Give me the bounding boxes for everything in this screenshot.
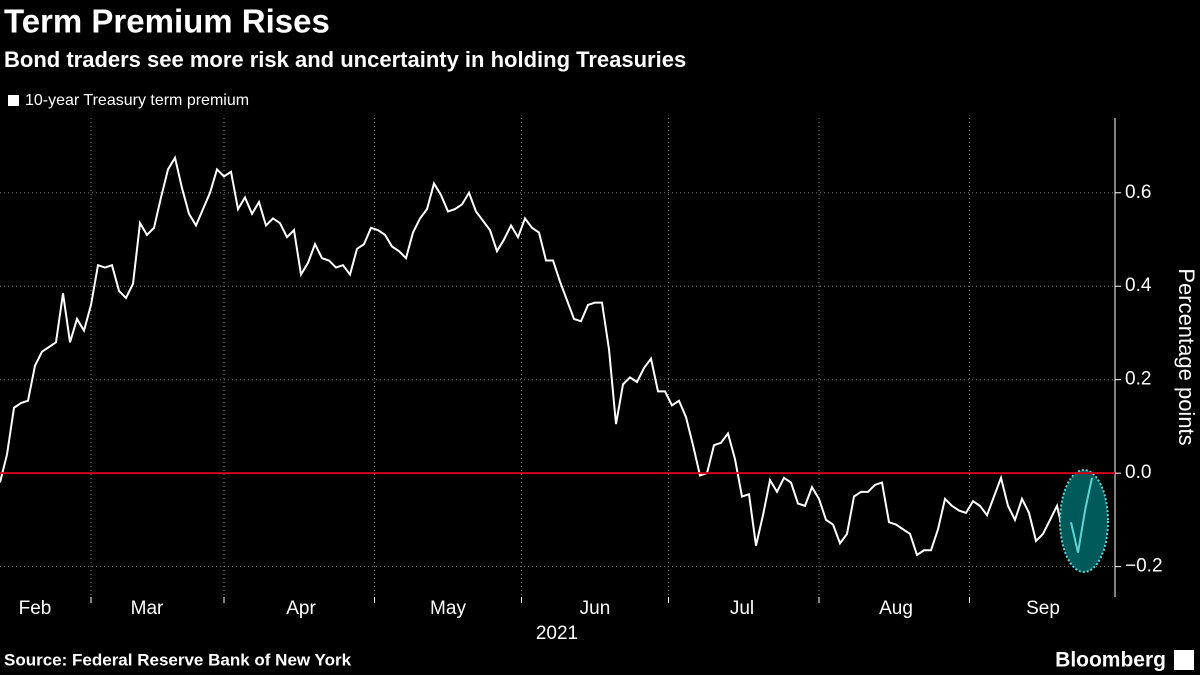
highlight-line [1070, 477, 1093, 553]
y-tick-label: −0.2 [1125, 556, 1163, 577]
chart-title: Term Premium Rises [4, 3, 330, 40]
x-tick-label: Jul [730, 598, 754, 619]
y-axis-label: Percentage points [1174, 268, 1199, 445]
brand-icon [1174, 650, 1194, 670]
x-axis-label: 2021 [536, 623, 578, 644]
x-tick-label: Feb [19, 598, 52, 619]
source: Source: Federal Reserve Bank of New York [4, 650, 352, 669]
y-tick-label: 0.0 [1125, 462, 1151, 483]
brand: Bloomberg [1055, 649, 1166, 672]
legend-label: 10-year Treasury term premium [25, 92, 249, 109]
x-tick-label: Mar [131, 598, 164, 619]
y-tick-label: 0.6 [1125, 182, 1151, 203]
x-tick-label: Sep [1026, 598, 1060, 619]
series-line [0, 155, 1093, 557]
x-tick-label: May [430, 598, 466, 619]
legend-swatch [8, 95, 19, 106]
x-tick-label: Aug [879, 598, 913, 619]
y-tick-label: 0.2 [1125, 369, 1151, 390]
chart-subtitle: Bond traders see more risk and uncertain… [4, 47, 686, 72]
y-tick-label: 0.4 [1125, 275, 1152, 296]
x-tick-label: Jun [580, 598, 611, 619]
x-tick-label: Apr [286, 598, 316, 619]
